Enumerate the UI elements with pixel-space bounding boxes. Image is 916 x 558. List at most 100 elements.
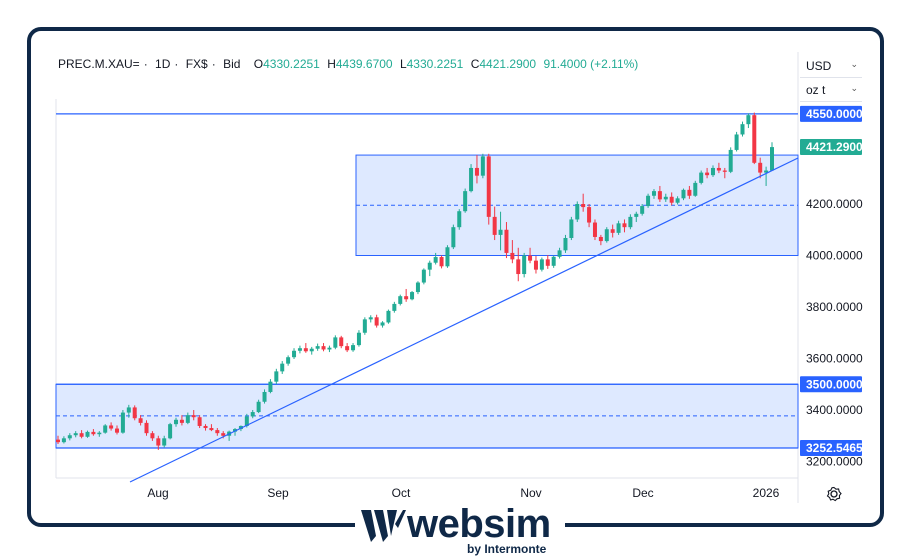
candle-body bbox=[215, 430, 220, 434]
x-tick-label: Nov bbox=[520, 486, 541, 500]
candle-body bbox=[439, 257, 444, 267]
candle-body bbox=[91, 431, 96, 435]
candle-body bbox=[474, 167, 479, 176]
unit-value: oz t bbox=[806, 83, 826, 97]
candle-body bbox=[722, 170, 727, 172]
candle-body bbox=[56, 439, 60, 443]
candle-body bbox=[746, 115, 751, 125]
candle-body bbox=[710, 167, 715, 176]
candle-body bbox=[640, 206, 645, 214]
candle-body bbox=[451, 227, 456, 248]
candle-body bbox=[286, 357, 291, 364]
candle-body bbox=[569, 219, 574, 238]
gear-icon[interactable] bbox=[826, 486, 842, 505]
candle-body bbox=[132, 407, 137, 419]
candle-body bbox=[244, 416, 249, 426]
candle-body bbox=[433, 257, 438, 263]
candle-body bbox=[351, 345, 356, 351]
candle-body bbox=[740, 124, 745, 135]
price-label-text: 3252.5465 bbox=[806, 441, 863, 455]
interval-label[interactable]: 1D bbox=[155, 57, 171, 71]
candle-body bbox=[168, 424, 173, 439]
brand-name: websim bbox=[407, 502, 551, 546]
candle-body bbox=[315, 346, 320, 349]
candle-body bbox=[115, 428, 120, 433]
candle-body bbox=[533, 260, 538, 270]
candle-body bbox=[699, 172, 704, 183]
candle-body bbox=[138, 418, 143, 423]
close-label: C bbox=[470, 57, 480, 71]
candle-body bbox=[280, 363, 285, 372]
candle-body bbox=[61, 438, 66, 443]
candle-body bbox=[752, 115, 757, 163]
candle-body bbox=[563, 237, 568, 251]
unit-select[interactable]: oz t ⌄ bbox=[800, 82, 862, 102]
candle-body bbox=[303, 348, 308, 352]
candle-body bbox=[764, 170, 769, 173]
candle-body bbox=[292, 350, 297, 358]
currency-select[interactable]: USD ⌄ bbox=[800, 58, 862, 78]
candle-body bbox=[681, 189, 686, 199]
y-tick-label: 4000.0000 bbox=[806, 249, 863, 263]
candle-body bbox=[687, 189, 692, 196]
low-label: L bbox=[399, 57, 407, 71]
candle-body bbox=[250, 412, 255, 417]
open-value: 4330.2251 bbox=[263, 57, 320, 71]
candle-body bbox=[415, 282, 420, 293]
candle-body bbox=[362, 319, 367, 333]
candle-body bbox=[268, 381, 273, 392]
price-type-label: Bid bbox=[223, 57, 241, 71]
candle-body bbox=[728, 149, 733, 172]
candle-body bbox=[463, 191, 468, 212]
chevron-down-icon: ⌄ bbox=[850, 59, 858, 69]
candle-body bbox=[256, 401, 261, 413]
candle-body bbox=[109, 425, 114, 429]
price-label-box bbox=[800, 139, 862, 156]
candle-body bbox=[174, 419, 179, 425]
price-label-box bbox=[800, 376, 862, 393]
candle-body bbox=[85, 431, 90, 437]
price-label-text: 3500.0000 bbox=[806, 377, 863, 391]
y-tick-label: 3800.0000 bbox=[806, 300, 863, 314]
candle-body bbox=[598, 236, 603, 242]
candle-body bbox=[356, 332, 361, 346]
candle-body bbox=[616, 223, 621, 233]
candle-body bbox=[539, 259, 544, 270]
candle-body bbox=[427, 262, 432, 270]
candle-body bbox=[156, 438, 161, 446]
open-label: O bbox=[253, 57, 264, 71]
x-tick-label: 2026 bbox=[753, 486, 780, 500]
candle-body bbox=[398, 296, 403, 304]
candle-body bbox=[734, 134, 739, 150]
candle-body bbox=[262, 391, 267, 402]
candle-body bbox=[716, 167, 721, 171]
candle-body bbox=[144, 422, 149, 434]
candle-body bbox=[73, 433, 78, 436]
candle-body bbox=[309, 348, 314, 352]
candle-body bbox=[274, 371, 279, 382]
candle-body bbox=[622, 223, 627, 228]
candle-body bbox=[345, 346, 350, 351]
candle-body bbox=[770, 147, 774, 171]
candle-body bbox=[480, 156, 485, 176]
candle-body bbox=[545, 259, 550, 266]
high-value: 4439.6700 bbox=[335, 57, 393, 71]
candle-body bbox=[103, 425, 108, 433]
candle-body bbox=[492, 216, 497, 235]
candle-body bbox=[551, 256, 556, 266]
currency-value: USD bbox=[806, 59, 832, 73]
candle-body bbox=[528, 255, 533, 261]
candle-body bbox=[575, 204, 580, 220]
y-tick-label: 4200.0000 bbox=[806, 197, 863, 211]
candle-body bbox=[557, 250, 562, 257]
x-tick-label: Sep bbox=[267, 486, 289, 500]
candle-body bbox=[445, 247, 450, 267]
candle-body bbox=[150, 433, 155, 439]
symbol-name[interactable]: PREC.M.XAU= bbox=[58, 57, 140, 71]
close-value: 4421.2900 bbox=[479, 57, 537, 71]
candle-body bbox=[327, 347, 332, 350]
candle-body bbox=[179, 419, 184, 423]
candle-body bbox=[221, 433, 226, 436]
candle-body bbox=[339, 337, 344, 347]
